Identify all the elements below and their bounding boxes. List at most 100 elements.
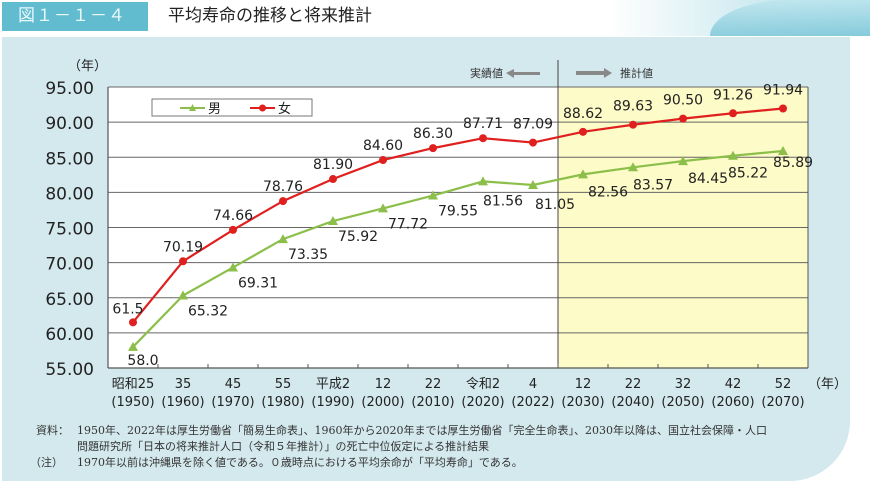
legend-female-label: 女 [278,101,291,117]
male-marker [578,169,588,179]
x-tick-era: 昭和25 [112,377,155,392]
source-line-1: 1950年、2022年は厚生労働省「簡易生命表」、1960年から2020年までは… [77,424,767,437]
female-marker [579,127,587,136]
male-line [132,149,784,348]
figure-title: 平均寿命の推移と将来推計 [168,6,372,26]
female-marker [779,104,787,113]
male-data-label: 58.0 [127,353,158,369]
source-label: 資料： [36,424,69,437]
male-data-label: 77.72 [388,216,428,232]
male-data-label: 82.56 [588,184,628,200]
x-tick-era: 42 [725,377,742,392]
male-marker [178,290,188,300]
x-tick-year: (2070) [761,395,804,410]
female-data-label: 78.76 [263,179,303,195]
note-label: （注） [30,456,63,469]
arrow-right-icon [576,68,612,78]
y-tick-label: 55.00 [45,360,94,380]
x-tick-year: (1970) [211,395,254,410]
female-marker [529,138,537,147]
x-tick-year: (1960) [161,395,204,410]
male-marker [378,203,388,213]
female-marker [179,257,187,266]
female-data-label: 90.50 [663,93,703,109]
male-marker [678,156,688,166]
male-data-label: 73.35 [288,247,328,263]
y-tick-label: 95.00 [45,79,94,99]
female-data-label: 74.66 [213,208,253,224]
male-marker [778,145,788,155]
y-axis-unit: （年） [68,59,107,74]
male-marker [428,190,438,200]
x-tick-year: (2050) [661,395,704,410]
female-data-label: 91.26 [713,87,753,103]
figure-number: 図１－１－４ [2,2,148,31]
x-tick-year: (2060) [711,395,754,410]
male-marker [728,150,738,160]
female-data-label: 88.62 [563,106,603,122]
male-marker [528,179,538,189]
female-marker [679,114,687,123]
x-tick-era: 22 [425,377,442,392]
x-tick-year: (1950) [111,395,154,410]
female-data-label: 87.09 [513,117,553,133]
actual-values-label: 実績値 [470,66,503,80]
female-data-label: 89.63 [613,99,653,115]
y-tick-label: 70.00 [45,255,94,275]
female-data-label: 86.30 [413,126,453,142]
x-tick-era: 32 [675,377,692,392]
female-marker [429,144,437,153]
x-axis-unit: （年） [808,377,847,392]
arrow-left-icon [506,69,540,78]
female-marker [729,109,737,118]
source-line-2: 問題研究所「日本の将来推計人口（令和５年推計）」の死亡中位仮定による推計結果 [77,440,490,453]
male-data-label: 65.32 [188,304,228,320]
note-line: 1970年以前は沖縄県を除く値である。０歳時点における平均余命が「平均寿命」であ… [77,456,523,469]
male-data-label: 85.22 [728,166,768,182]
x-tick-year: (2010) [411,395,454,410]
legend-female-marker [259,104,266,112]
x-tick-era: 52 [775,377,792,392]
male-marker [328,216,338,226]
male-marker [628,162,638,172]
female-marker [629,120,637,129]
female-data-label: 87.71 [463,116,503,132]
legend-box [151,98,313,117]
x-tick-era: 4 [529,377,537,392]
x-tick-year: (2040) [611,395,654,410]
x-tick-era: 令和2 [466,377,500,392]
legend-male-marker [189,104,196,111]
male-data-label: 75.92 [338,229,378,245]
female-marker [129,318,137,327]
y-tick-label: 75.00 [45,220,94,240]
male-data-label: 79.55 [438,204,478,220]
male-marker [228,262,238,272]
female-data-label: 84.60 [363,138,403,154]
male-data-label: 83.57 [633,177,673,193]
x-tick-year: (2030) [561,395,604,410]
y-tick-label: 90.00 [45,114,94,134]
female-marker [229,225,237,234]
y-tick-label: 80.00 [45,184,94,204]
projected-values-label: 推計値 [620,66,653,80]
female-data-label: 91.94 [763,82,803,98]
x-tick-year: (2000) [361,395,404,410]
female-line [132,107,784,324]
female-data-label: 81.90 [313,157,353,173]
x-tick-era: 平成2 [316,377,350,392]
x-tick-year: (2022) [511,395,554,410]
x-tick-era: 12 [575,377,592,392]
male-marker [478,176,488,186]
legend-male-label: 男 [208,102,221,117]
male-marker [128,341,138,351]
male-data-label: 84.45 [688,171,728,187]
male-data-label: 81.56 [483,193,523,209]
male-data-label: 85.89 [773,155,813,171]
female-marker [329,175,337,184]
x-tick-era: 35 [175,377,192,392]
female-data-label: 70.19 [163,239,203,255]
male-data-label: 81.05 [535,197,575,213]
x-tick-era: 55 [275,377,292,392]
x-tick-era: 12 [375,377,392,392]
